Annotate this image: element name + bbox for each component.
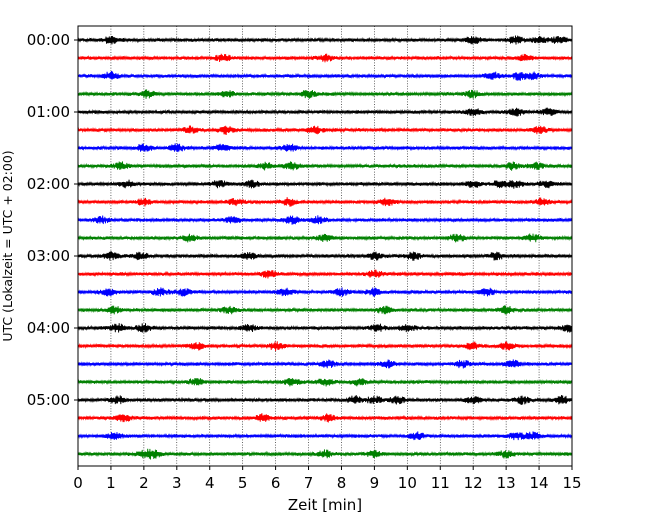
seismic-trace [77,269,573,279]
seismic-trace [77,107,573,117]
seismic-trace [77,89,573,99]
seismic-trace [77,233,573,243]
x-axis-ticks: 0 1 2 3 4 5 6 7 8 9 10 11 12 13 14 15 [73,466,582,492]
x-tick-label: 13 [497,474,516,492]
x-tick-label: 7 [304,474,314,492]
x-tick-label: 8 [337,474,347,492]
y-axis-label: UTC (Lokalzeit = UTC + 02:00) [0,150,15,341]
seismic-trace [77,71,573,81]
seismic-trace [77,287,573,297]
seismic-trace [77,125,573,135]
y-tick-label: 04:00 [27,319,70,337]
seismic-trace [77,395,573,405]
seismic-trace [77,197,573,207]
x-tick-label: 10 [398,474,417,492]
x-tick-label: 4 [205,474,215,492]
seismic-trace [77,35,573,45]
y-tick-label: 03:00 [27,247,70,265]
seismic-trace [77,341,573,352]
y-tick-label: 02:00 [27,175,70,193]
seismic-trace [77,377,573,387]
x-tick-label: 12 [464,474,483,492]
seismic-trace [77,431,573,441]
x-tick-label: 9 [370,474,380,492]
y-tick-label: 05:00 [27,391,70,409]
x-tick-label: 6 [271,474,281,492]
seismic-trace [77,143,573,153]
plot-frame [77,25,573,467]
y-tick-label: 00:00 [27,31,70,49]
x-tick-label: 2 [139,474,149,492]
x-tick-label: 0 [73,474,83,492]
x-tick-label: 5 [238,474,248,492]
seismic-trace [77,413,573,423]
seismic-trace [77,161,573,171]
x-tick-label: 3 [172,474,182,492]
seismic-trace [77,305,573,315]
seismic-trace [77,251,573,261]
x-axis-label: Zeit [min] [288,496,362,514]
x-tick-label: 15 [562,474,581,492]
y-tick-label: 01:00 [27,103,70,121]
x-tick-label: 1 [106,474,116,492]
x-tick-label: 11 [431,474,450,492]
seismic-trace [77,179,573,189]
vertical-grid [110,26,540,466]
traces [77,35,573,460]
x-tick-label: 14 [530,474,549,492]
seismic-trace [77,215,573,225]
y-axis-ticks: 00:00 01:00 02:00 03:00 04:00 05:00 [27,31,78,409]
seismic-trace [77,53,573,63]
seismic-trace [77,323,573,333]
seismic-trace [77,359,573,369]
seismic-trace [77,448,573,460]
